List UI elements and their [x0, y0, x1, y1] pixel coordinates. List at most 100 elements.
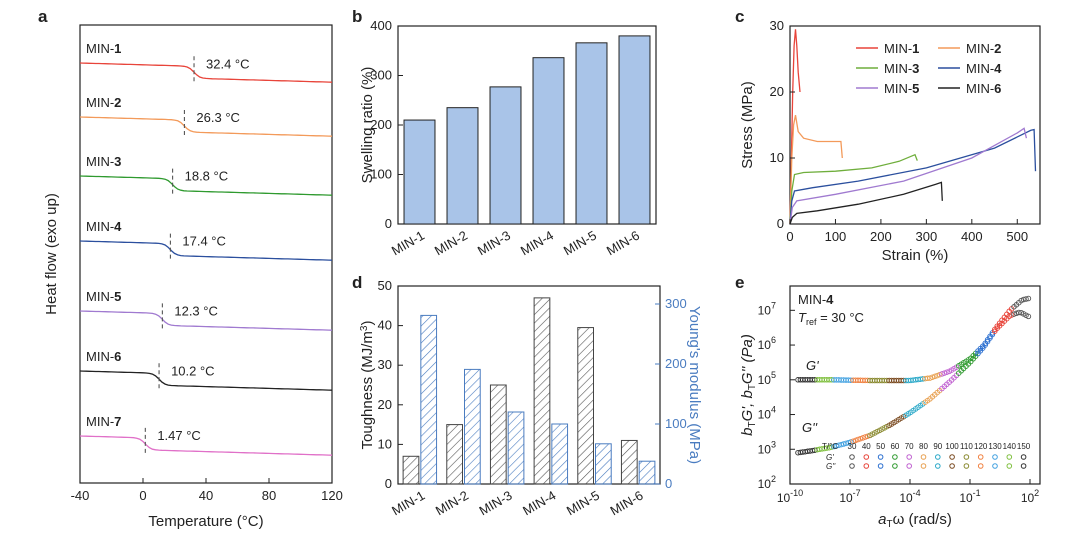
swelling-bar-4 — [532, 57, 565, 225]
panel-label-b: b — [352, 7, 362, 26]
gprime-marker — [936, 371, 943, 378]
panel-c-frame — [789, 25, 1041, 225]
d-ytick-label: 50 — [378, 278, 392, 293]
tg-label-4: 17.4 °C — [182, 234, 226, 249]
trace-name-3: MIN-3 — [86, 154, 121, 169]
d-ytick-label: 0 — [385, 476, 392, 491]
panel-e-gdouble-label: G'' — [802, 420, 818, 435]
e-legend-marker — [863, 454, 870, 460]
e-xtick-label: 10-1 — [959, 488, 980, 505]
e-ytick-label: 102 — [758, 474, 776, 491]
e-temp-label: 120 — [974, 442, 988, 451]
panel-e-sample: MIN-4 — [798, 292, 834, 307]
toughness-bar-1 — [402, 455, 420, 485]
e-temp-label: 90 — [933, 442, 942, 451]
c-xtick-label: 200 — [870, 229, 892, 244]
panel-e-frame — [789, 285, 1041, 485]
e-legend-marker — [963, 454, 970, 460]
dsc-trace-2 — [79, 116, 333, 137]
modulus-bar-6 — [638, 460, 656, 485]
gdouble-marker — [843, 440, 849, 447]
e-legend-marker — [920, 454, 927, 460]
modulus-bar-1 — [420, 314, 438, 485]
e-temp-label: 70 — [905, 442, 914, 451]
b-xtick-label: MIN-4 — [518, 228, 556, 259]
a-xtick-label: 120 — [321, 488, 343, 503]
panel-b-frame — [397, 25, 657, 225]
b-ytick-label: 0 — [385, 216, 392, 231]
d-ytick-label: 30 — [378, 357, 392, 372]
a-xtick-label: 40 — [199, 488, 213, 503]
e-xtick-label: 10-7 — [839, 488, 860, 505]
e-legend-marker — [849, 454, 855, 460]
gdouble-marker — [855, 436, 861, 443]
c-xtick-label: 500 — [1006, 229, 1028, 244]
e-legend-marker — [1006, 454, 1013, 460]
gdouble-marker — [1025, 313, 1032, 320]
gdouble-marker — [864, 433, 871, 439]
gprime-marker — [927, 375, 933, 381]
e-legend-marker — [1020, 463, 1027, 469]
panel-label-e: e — [735, 273, 744, 292]
e-ytick-label: 105 — [758, 370, 776, 387]
b-xtick-label: MIN-3 — [475, 228, 513, 259]
e-legend-marker — [963, 463, 970, 469]
trace-name-7: MIN-7 — [86, 414, 121, 429]
panel-c-ylabel: Stress (MPa) — [739, 81, 756, 169]
d-xtick-label: MIN-2 — [433, 488, 471, 519]
e-temp-label: 40 — [862, 442, 871, 451]
d-ytick-label: 40 — [378, 318, 392, 333]
e-legend-marker — [977, 454, 984, 460]
modulus-bar-4 — [551, 423, 569, 485]
e-xtick-label: 102 — [1021, 488, 1039, 505]
e-temp-label: 150 — [1017, 442, 1031, 451]
e-legend-marker — [992, 463, 998, 469]
swelling-bar-6 — [618, 35, 651, 225]
legend-label-2: MIN-2 — [966, 41, 1001, 56]
dsc-trace-3 — [79, 175, 333, 196]
panel-label-a: a — [38, 7, 48, 26]
e-temp-label: 100 — [945, 442, 959, 451]
toughness-bar-5 — [577, 327, 595, 485]
panel-label-d: d — [352, 273, 362, 292]
panel-b-ylabel: Swelling ratio (%) — [359, 67, 376, 184]
a-xtick-label: -40 — [71, 488, 90, 503]
swelling-bar-1 — [403, 119, 436, 225]
panel-a-dsc: 32.4 °C MIN-1 26.3 °C MIN-2 18.8 °C MIN-3 17.4… — [43, 24, 343, 530]
e-ytick-label: 103 — [758, 439, 776, 456]
toughness-bar-4 — [533, 297, 551, 485]
gdouble-marker — [833, 443, 840, 449]
stress-curve-5 — [789, 127, 1028, 225]
panel-e-gprime-label: G' — [806, 358, 819, 373]
panel-d-ylabel: Toughness (MJ/m3) — [359, 321, 376, 450]
gprime-marker — [932, 373, 938, 380]
dsc-trace-1 — [79, 62, 333, 83]
legend-label-1: MIN-1 — [884, 41, 919, 56]
d-xtick-label: MIN-5 — [564, 488, 602, 519]
d-y2tick-label: 300 — [665, 296, 687, 311]
legend-label-6: MIN-6 — [966, 81, 1001, 96]
gprime-marker — [934, 372, 940, 379]
panel-e-xlabel: aTω (rad/s) — [878, 511, 952, 530]
tg-label-2: 26.3 °C — [196, 110, 240, 125]
b-xtick-label: MIN-5 — [561, 228, 599, 259]
d-xtick-label: MIN-3 — [477, 488, 515, 519]
modulus-bar-3 — [507, 411, 525, 485]
panel-e-ylabel: bTG', bTG'' (Pa) — [739, 334, 758, 436]
b-ytick-label: 200 — [370, 117, 392, 132]
gdouble-marker — [1008, 312, 1015, 318]
legend-label-3: MIN-3 — [884, 61, 919, 76]
c-ytick-label: 30 — [770, 18, 784, 33]
e-legend-marker — [863, 463, 870, 469]
gprime-marker — [929, 374, 936, 380]
stress-curve-1 — [789, 29, 801, 225]
c-xtick-label: 300 — [916, 229, 938, 244]
trace-name-2: MIN-2 — [86, 95, 121, 110]
c-xtick-label: 400 — [961, 229, 983, 244]
e-ytick-label: 106 — [758, 335, 776, 352]
trace-name-6: MIN-6 — [86, 349, 121, 364]
b-xtick-label: MIN-1 — [389, 228, 427, 259]
e-legend-marker — [992, 454, 998, 460]
e-temp-header: T/°C — [822, 442, 838, 451]
